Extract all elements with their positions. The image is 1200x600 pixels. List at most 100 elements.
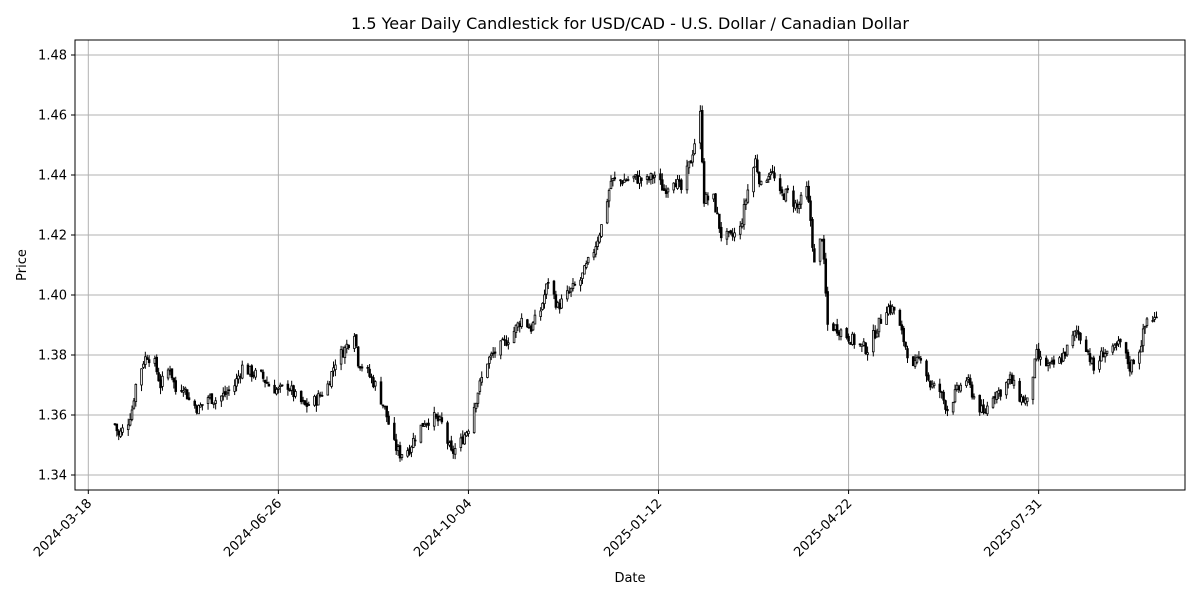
candle-body: [254, 369, 257, 378]
candle-body: [900, 324, 904, 331]
candle-body: [716, 212, 719, 215]
candle-body: [780, 189, 784, 194]
candle-body: [199, 404, 202, 408]
candle-body: [387, 415, 390, 425]
candle-body: [529, 325, 533, 332]
candle-body: [1111, 345, 1115, 353]
candle-body: [809, 200, 812, 221]
candle-body: [699, 110, 702, 144]
candle-body: [299, 390, 303, 403]
candle-body: [754, 158, 757, 168]
candle-body: [904, 341, 907, 348]
candle-body: [689, 160, 693, 164]
candle-body: [1022, 396, 1025, 403]
candle-body: [394, 439, 398, 451]
x-axis-label: Date: [614, 571, 645, 586]
candle-body: [195, 405, 198, 413]
candle-body: [1100, 350, 1103, 362]
candle-body: [400, 454, 404, 458]
candle-body: [526, 319, 529, 328]
candle-body: [972, 396, 976, 399]
candle-body: [623, 179, 626, 183]
candle-body: [858, 343, 862, 346]
candle-body: [374, 381, 377, 387]
candle-body: [1064, 351, 1067, 357]
candle-body: [938, 383, 942, 393]
candle-body: [260, 369, 263, 372]
y-tick-label: 1.40: [38, 289, 67, 304]
candles: [113, 105, 1158, 462]
candle-body: [461, 436, 464, 445]
candle-body: [887, 306, 890, 315]
candle-body: [999, 389, 1002, 397]
candle-body: [1140, 345, 1143, 353]
candle-body: [967, 377, 970, 380]
candle-body: [142, 363, 145, 368]
candle-body: [691, 154, 694, 163]
candle-body: [731, 233, 734, 237]
x-tick-label: 2024-10-04: [411, 496, 475, 560]
candle-body: [212, 402, 216, 405]
candle-body: [332, 367, 335, 372]
candle-body: [891, 306, 894, 314]
candle-body: [925, 360, 928, 377]
y-tick-label: 1.48: [38, 49, 67, 64]
candle-body: [185, 389, 189, 400]
candle-body: [507, 342, 510, 345]
candle-body: [946, 408, 949, 412]
candle-body: [132, 400, 136, 409]
candle-body: [147, 359, 151, 364]
candle-body: [662, 188, 666, 191]
candle-body: [174, 380, 177, 392]
candle-body: [221, 392, 225, 397]
candle-body: [902, 327, 905, 343]
candle-body: [1065, 344, 1069, 356]
candle-body: [672, 182, 675, 191]
candle-body: [343, 347, 347, 359]
candle-body: [419, 424, 423, 443]
candle-body: [771, 171, 774, 173]
candle-body: [499, 340, 503, 356]
candle-body: [1048, 362, 1052, 365]
candle-body: [478, 380, 482, 392]
candle-body: [341, 349, 345, 358]
candle-body: [406, 450, 409, 457]
candle-body: [201, 404, 204, 406]
candle-body: [381, 404, 385, 407]
candle-body: [875, 332, 879, 338]
candle-body: [301, 399, 305, 402]
candle-body: [822, 238, 826, 260]
candle-body: [571, 283, 575, 290]
candle-body: [305, 402, 309, 407]
candle-body: [339, 349, 343, 365]
candle-body: [997, 390, 1000, 395]
candle-body: [632, 175, 636, 179]
candle-body: [326, 383, 330, 396]
candle-body: [225, 391, 229, 395]
candle-body: [1006, 379, 1010, 385]
candle-body: [740, 223, 744, 228]
candle-body: [427, 422, 430, 426]
candle-body: [459, 437, 463, 448]
candle-body: [944, 400, 947, 410]
candle-body: [674, 183, 677, 188]
candle-body: [233, 385, 236, 392]
candle-body: [1088, 353, 1092, 362]
candle-body: [408, 448, 411, 455]
candle-body: [834, 324, 837, 330]
candle-body: [410, 446, 413, 453]
candle-body: [474, 402, 478, 409]
candle-body: [467, 430, 470, 435]
candle-body: [1143, 326, 1147, 329]
candle-body: [784, 188, 788, 202]
candle-body: [765, 180, 769, 183]
candle-body: [706, 195, 710, 201]
candle-body: [586, 257, 590, 264]
candle-body: [613, 177, 617, 180]
candle-body: [959, 384, 962, 392]
candle-body: [752, 167, 755, 193]
candle-body: [446, 422, 449, 444]
candle-body: [560, 298, 563, 309]
candle-body: [448, 442, 451, 446]
candle-body: [1098, 360, 1101, 370]
